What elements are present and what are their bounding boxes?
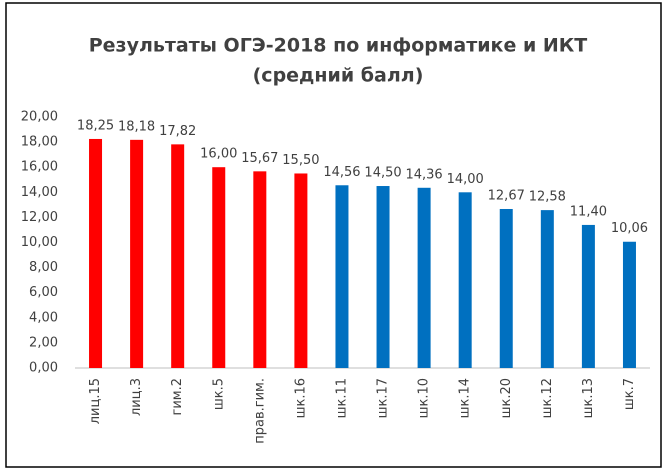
x-tick-label: шк.10 <box>417 378 432 418</box>
bar <box>294 173 308 368</box>
chart-title: Результаты ОГЭ-2018 по информатике и ИКТ <box>89 35 588 57</box>
bar <box>458 192 472 368</box>
y-tick-label: 12,00 <box>21 210 58 225</box>
data-label: 12,58 <box>529 190 566 205</box>
y-tick-label: 6,00 <box>29 285 58 300</box>
x-tick-label: прав.гим. <box>252 378 267 444</box>
x-tick-label: лиц.15 <box>88 378 103 424</box>
data-label: 16,00 <box>200 147 237 162</box>
bar <box>581 224 595 368</box>
bar <box>171 144 185 368</box>
y-tick-label: 16,00 <box>21 160 58 175</box>
data-label: 11,40 <box>570 204 607 219</box>
data-label: 14,50 <box>364 166 401 181</box>
x-tick-label: лиц.3 <box>129 378 144 416</box>
data-label: 12,67 <box>488 188 525 203</box>
y-tick-label: 14,00 <box>21 185 58 200</box>
x-tick-label: гим.2 <box>170 378 185 416</box>
bar <box>376 186 390 368</box>
bar <box>417 187 431 368</box>
y-tick-label: 0,00 <box>29 361 58 376</box>
x-tick-label: шк.7 <box>622 378 637 410</box>
bar <box>335 185 349 368</box>
data-label: 18,25 <box>77 118 114 133</box>
bar <box>499 208 513 368</box>
y-tick-label: 18,00 <box>21 135 58 150</box>
bar <box>130 139 144 368</box>
y-tick-label: 10,00 <box>21 235 58 250</box>
y-tick-label: 4,00 <box>29 310 58 325</box>
x-tick-label: шк.13 <box>581 378 596 418</box>
chart-subtitle: (средний балл) <box>253 65 424 87</box>
x-tick-label: шк.5 <box>211 378 226 410</box>
data-label: 17,82 <box>159 124 196 139</box>
data-label: 15,67 <box>241 151 278 166</box>
data-label: 14,56 <box>323 165 360 180</box>
data-label: 14,36 <box>405 167 442 182</box>
bar <box>622 241 636 368</box>
x-tick-label: шк.14 <box>458 378 473 418</box>
bar <box>253 171 267 368</box>
data-label: 18,18 <box>118 119 155 134</box>
x-tick-label: шк.16 <box>293 378 308 418</box>
bar <box>212 167 226 368</box>
data-label: 10,06 <box>611 221 648 236</box>
x-tick-label: шк.11 <box>334 378 349 418</box>
y-tick-label: 8,00 <box>29 260 58 275</box>
x-tick-label: шк.20 <box>499 378 514 418</box>
y-tick-label: 20,00 <box>21 110 58 125</box>
data-label: 14,00 <box>447 172 484 187</box>
bar <box>89 138 103 368</box>
bar <box>540 210 554 368</box>
data-label: 15,50 <box>282 153 319 168</box>
x-tick-label: шк.17 <box>376 378 391 418</box>
y-tick-label: 2,00 <box>29 335 58 350</box>
x-tick-label: шк.12 <box>540 378 555 418</box>
